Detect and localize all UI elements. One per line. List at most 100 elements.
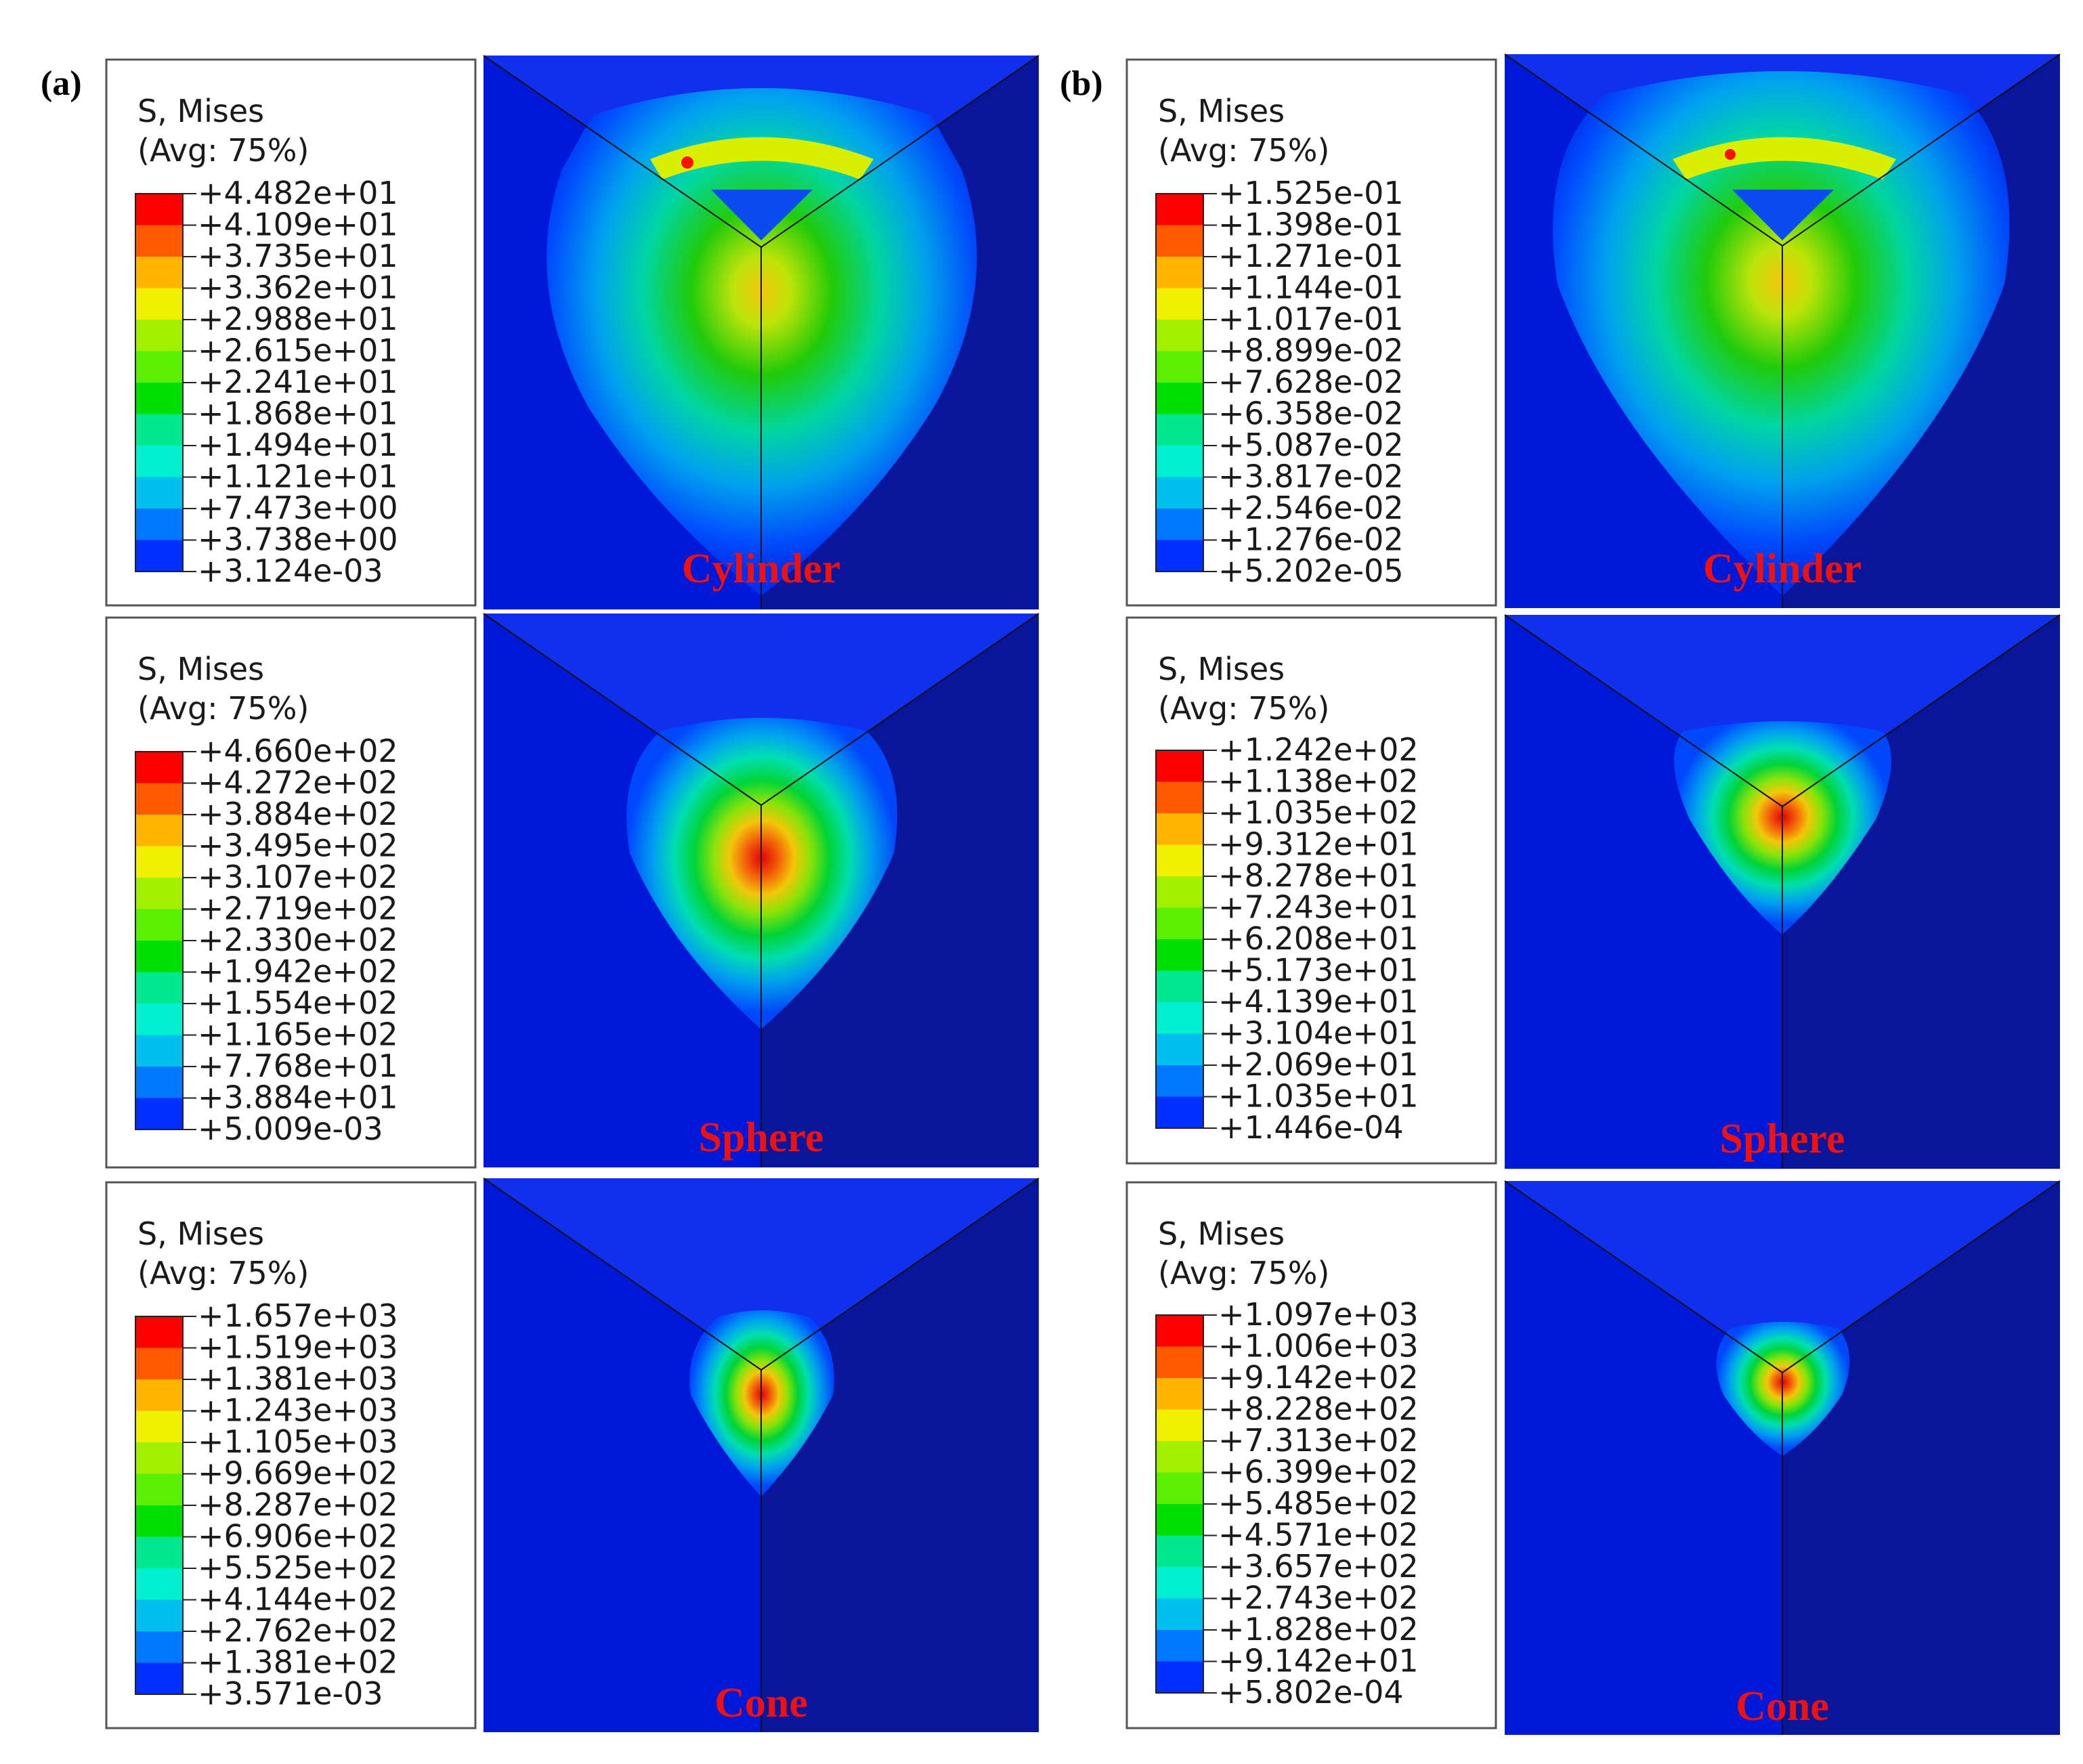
color-swatch (1156, 194, 1203, 225)
color-swatch (135, 1067, 183, 1098)
color-swatch (135, 320, 183, 351)
color-swatch (1156, 477, 1203, 509)
scale-value: +4.144e+02 (198, 1581, 398, 1618)
edge-line (1782, 1180, 2061, 1373)
color-swatch (135, 1505, 183, 1537)
color-swatch (135, 351, 183, 383)
top-face (1505, 1181, 2060, 1373)
scale-value: +1.494e+01 (198, 427, 398, 463)
scale-value: +3.738e+00 (198, 521, 398, 558)
edge-line (1504, 1180, 1783, 1373)
contour-plot: Cone (1504, 1180, 2061, 1735)
color-swatch (1156, 1065, 1203, 1097)
scale-value: +7.313e+02 (1218, 1422, 1419, 1459)
color-swatch (1156, 1378, 1203, 1410)
color-scale: +4.660e+02+4.272e+02+3.884e+02+3.495e+02… (135, 733, 398, 1147)
color-swatch (1156, 876, 1203, 908)
stress-hotspot (1725, 149, 1736, 160)
color-swatch (1156, 750, 1203, 782)
inner-top-face (1732, 190, 1834, 240)
color-swatch (1156, 1409, 1203, 1441)
color-swatch (135, 1568, 183, 1600)
scale-value: +1.554e+02 (198, 985, 398, 1021)
scale-value: +1.868e+01 (198, 395, 398, 432)
color-scale: +1.525e-01+1.398e-01+1.271e-01+1.144e-01… (1155, 175, 1404, 589)
scale-value: +3.884e+01 (198, 1079, 398, 1116)
color-swatch (1156, 1661, 1203, 1693)
scale-value: +7.768e+01 (198, 1048, 398, 1084)
edge-line (483, 613, 762, 806)
legend-title: S, Mises (1158, 651, 1285, 687)
scale-value: +8.278e+01 (1218, 857, 1419, 894)
right-face (1782, 1181, 2060, 1735)
edge-line (1782, 53, 2061, 246)
panel-a-row-sphere: S, Mises (Avg: 75%) +4.660e+02+4.272e+02… (105, 613, 1039, 1169)
scale-value: +5.173e+01 (1218, 952, 1419, 989)
scale-value: +1.398e-01 (1218, 207, 1404, 243)
scale-value: +2.546e-02 (1218, 490, 1404, 526)
scale-value: +1.144e-01 (1218, 270, 1404, 306)
color-swatch (1156, 446, 1203, 477)
color-swatch (135, 1379, 183, 1411)
color-swatch (135, 1442, 183, 1474)
scale-value: +3.124e-03 (198, 553, 383, 589)
color-swatch (1156, 813, 1203, 845)
scale-value: +1.035e+02 (1218, 794, 1419, 831)
scale-value: +6.358e-02 (1218, 395, 1404, 432)
color-swatch (135, 194, 183, 225)
shape-label: Cylinder (1703, 546, 1862, 592)
legend-title: S, Mises (137, 1216, 264, 1252)
scale-value: +5.802e-04 (1218, 1674, 1404, 1711)
legend-subtitle: (Avg: 75%) (137, 690, 309, 727)
shape-label: Cone (1736, 1683, 1829, 1729)
scale-value: +7.243e+01 (1218, 889, 1419, 926)
color-swatch (1156, 970, 1203, 1002)
scale-value: +1.276e-02 (1218, 521, 1404, 558)
panel-a-row-cylinder: S, Mises (Avg: 75%) +4.482e+01+4.109e+01… (105, 55, 1039, 609)
scale-value: +3.571e-03 (198, 1675, 383, 1712)
scale-value: +1.105e+03 (198, 1423, 398, 1460)
color-swatch (1156, 1346, 1203, 1378)
stress-ring (650, 137, 874, 179)
color-swatch (1156, 781, 1203, 813)
edge-line (1504, 53, 1783, 246)
scale-value: +6.399e+02 (1218, 1454, 1419, 1490)
scale-value: +1.657e+03 (198, 1297, 398, 1334)
scale-value: +4.272e+02 (198, 765, 398, 801)
scale-value: +9.142e+01 (1218, 1643, 1419, 1679)
panel-b-row-cylinder: S, Mises (Avg: 75%) +1.525e-01+1.398e-01… (1125, 53, 2061, 608)
scale-value: +4.139e+01 (1218, 983, 1419, 1020)
color-swatch (1156, 844, 1203, 876)
color-swatch (135, 1035, 183, 1067)
color-swatch (1156, 288, 1203, 320)
legend-title: S, Mises (137, 651, 264, 687)
scale-value: +2.719e+02 (198, 890, 398, 927)
legend-subtitle: (Avg: 75%) (137, 1255, 309, 1291)
scale-value: +1.121e+01 (198, 458, 398, 495)
stress-contour (689, 1310, 834, 1497)
edge-line (760, 613, 1039, 806)
scale-value: +5.202e-05 (1218, 553, 1404, 589)
right-face (761, 614, 1039, 1167)
color-swatch (1156, 1535, 1203, 1567)
color-swatch (135, 257, 183, 288)
edge-line (1782, 614, 2061, 807)
shape-label: Cone (714, 1680, 808, 1726)
stress-hotspot (681, 156, 693, 169)
scale-value: +1.138e+02 (1218, 763, 1419, 800)
stress-ring (1673, 137, 1896, 179)
color-scale: +1.657e+03+1.519e+03+1.381e+03+1.243e+03… (135, 1297, 398, 1712)
color-swatch (135, 783, 183, 815)
scale-value: +9.142e+02 (1218, 1359, 1419, 1396)
scale-value: +7.473e+00 (198, 490, 398, 526)
color-swatch (1156, 939, 1203, 971)
scale-value: +1.519e+03 (198, 1329, 398, 1366)
shape-label: Sphere (1720, 1116, 1845, 1162)
scale-value: +9.669e+02 (198, 1455, 398, 1492)
color-swatch (1156, 1096, 1203, 1128)
edge-line (483, 1178, 762, 1371)
color-swatch (1156, 414, 1203, 446)
color-swatch (135, 909, 183, 941)
scale-value: +1.525e-01 (1218, 175, 1404, 211)
panel-b-row-sphere: S, Mises (Avg: 75%) +1.242e+02+1.138e+02… (1125, 614, 2061, 1169)
